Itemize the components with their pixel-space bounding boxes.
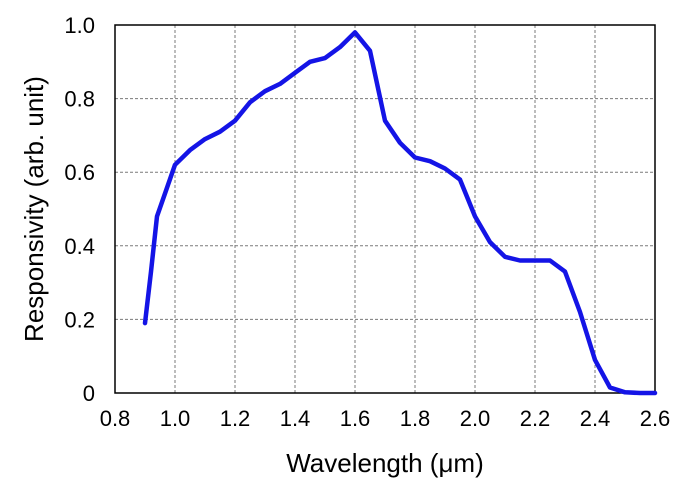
y-tick-label: 0.4 [64,234,95,259]
x-tick-label: 2.4 [580,406,611,431]
y-tick-label: 1.0 [64,13,95,38]
y-tick-label: 0.6 [64,160,95,185]
y-axis-title: Responsivity (arb. unit) [19,76,49,342]
plot-area [115,25,655,393]
x-tick-label: 2.6 [640,406,671,431]
x-axis-title: Wavelength (μm) [286,448,484,478]
x-tick-label: 1.0 [160,406,191,431]
x-tick-label: 1.6 [340,406,371,431]
y-tick-label: 0 [83,381,95,406]
x-tick-labels: 0.8 1.0 1.2 1.4 1.6 1.8 2.0 2.2 2.4 2.6 [100,406,671,431]
grid [115,25,655,393]
y-tick-label: 0.2 [64,307,95,332]
x-tick-label: 2.2 [520,406,551,431]
responsivity-line [142,30,658,396]
series-layer [142,30,658,396]
y-tick-labels: 0 0.2 0.4 0.6 0.8 1.0 [64,13,95,406]
x-tick-label: 0.8 [100,406,131,431]
plot-frame [114,24,656,394]
x-tick-label: 1.2 [220,406,251,431]
x-tick-label: 2.0 [460,406,491,431]
plot-border [114,24,656,394]
y-tick-label: 0.8 [64,87,95,112]
x-tick-label: 1.8 [400,406,431,431]
x-tick-label: 1.4 [280,406,311,431]
